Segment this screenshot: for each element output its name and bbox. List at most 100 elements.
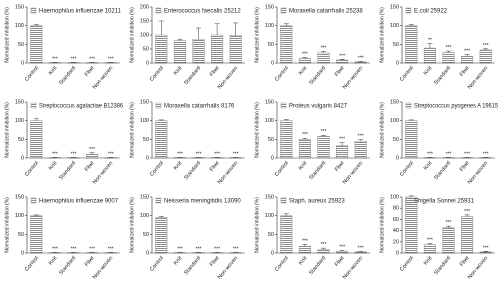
legend-label: Moraxella catarrhalis 25238 — [289, 8, 363, 14]
legend-swatch — [280, 7, 287, 14]
bar — [423, 47, 436, 64]
x-tick-label: Standard — [58, 160, 77, 181]
significance-mark: *** — [339, 244, 345, 250]
legend-swatch — [405, 7, 412, 14]
error-bar — [483, 251, 489, 252]
error-bar — [446, 50, 451, 53]
x-tick-label: Standard — [433, 160, 452, 181]
x-tick-label: Fliwt — [334, 65, 346, 78]
error-bar — [283, 213, 289, 216]
significance-mark: *** — [233, 246, 239, 252]
error-bar — [33, 24, 39, 26]
error-bar — [339, 142, 345, 146]
legend-swatch — [280, 102, 287, 109]
x-tick-label: Standard — [58, 255, 77, 276]
bar — [280, 120, 293, 159]
significance-mark: *** — [52, 56, 58, 62]
y-tick-label: 50 — [268, 137, 274, 143]
significance-mark: *** — [196, 246, 202, 252]
significance-mark: *** — [108, 56, 114, 62]
significance-mark: *** — [52, 151, 58, 157]
y-tick-label: 100 — [140, 118, 149, 124]
x-tick-label: Fliwt — [459, 65, 471, 78]
x-tick-label: Knit — [48, 65, 59, 76]
y-tick-label: 50 — [143, 137, 149, 143]
error-bar — [233, 22, 239, 36]
bar — [442, 227, 455, 254]
bar — [461, 56, 474, 64]
legend-swatch — [30, 197, 37, 204]
y-tick-label: 50 — [268, 232, 274, 238]
bar — [280, 25, 293, 64]
y-tick-label: 40 — [393, 228, 399, 234]
significance-mark: *** — [464, 48, 470, 54]
y-axis-label: Normalized inhibition (%) — [379, 197, 385, 253]
bar — [423, 244, 436, 254]
significance-mark: *** — [446, 220, 452, 226]
y-axis-label: Normalized inhibition (%) — [254, 197, 260, 253]
legend-label: Enterococcus faecalis 25212 — [164, 8, 241, 14]
significance-mark: ** — [428, 38, 432, 44]
x-tick-label: Fliwt — [209, 160, 221, 173]
significance-mark: *** — [89, 246, 95, 252]
significance-mark: *** — [177, 151, 183, 157]
x-tick-label: Control — [149, 65, 165, 82]
x-tick-label: Knit — [173, 65, 184, 76]
bar — [173, 40, 186, 64]
y-tick-label: 50 — [18, 137, 24, 143]
x-tick-label: Knit — [48, 160, 59, 171]
y-axis-label: Normalized inhibition (%) — [254, 7, 260, 63]
x-tick-label: Fliwt — [84, 255, 96, 268]
y-tick-label: 0 — [21, 250, 24, 256]
bar — [30, 215, 43, 254]
y-tick-label: 150 — [15, 4, 24, 10]
y-tick-label: 0 — [271, 60, 274, 66]
bar — [405, 196, 418, 254]
x-tick-label: Control — [24, 160, 40, 177]
y-tick-label: 100 — [390, 118, 399, 124]
y-tick-label: 150 — [140, 99, 149, 105]
significance-mark: *** — [108, 151, 114, 157]
y-tick-label: 0 — [396, 60, 399, 66]
significance-mark: *** — [177, 246, 183, 252]
x-tick-label: Knit — [298, 255, 309, 266]
significance-mark: *** — [483, 43, 489, 49]
chart-panel: Control Knit Standard FliwtNon-woven0501001… — [129, 4, 245, 91]
x-tick-label: Control — [149, 160, 165, 177]
y-tick-label: 100 — [140, 213, 149, 219]
significance-mark: *** — [233, 151, 239, 157]
legend-label: Staph. aureus 25923 — [289, 198, 345, 204]
error-bar — [33, 118, 39, 121]
x-tick-label: Fliwt — [209, 255, 221, 268]
significance-mark: *** — [446, 45, 452, 51]
y-tick-label: 50 — [18, 42, 24, 48]
y-tick-label: 200 — [140, 4, 149, 10]
legend-swatch — [155, 102, 162, 109]
y-tick-label: 150 — [390, 4, 399, 10]
bar — [86, 154, 99, 159]
bar — [155, 217, 168, 254]
y-tick-label: 150 — [140, 18, 149, 24]
y-tick-label: 100 — [15, 118, 24, 124]
y-tick-label: 0 — [21, 155, 24, 161]
x-tick-label: Control — [24, 65, 40, 82]
error-bar — [214, 23, 220, 35]
significance-mark: *** — [108, 246, 114, 252]
significance-mark: *** — [483, 245, 489, 251]
x-tick-label: Control — [274, 160, 290, 177]
x-tick-label: Fliwt — [84, 65, 96, 78]
y-axis-label: Normalized inhibition (%) — [254, 102, 260, 158]
y-axis-label: Normalized inhibition (%) — [129, 197, 135, 253]
bar — [442, 52, 455, 64]
error-bar — [158, 119, 164, 121]
x-tick-label: Fliwt — [334, 255, 346, 268]
significance-mark: *** — [52, 246, 58, 252]
x-tick-label: Control — [149, 255, 165, 272]
legend-label: Moraxella catarrhalis 8176 — [164, 103, 235, 109]
x-tick-label: Knit — [298, 65, 309, 76]
